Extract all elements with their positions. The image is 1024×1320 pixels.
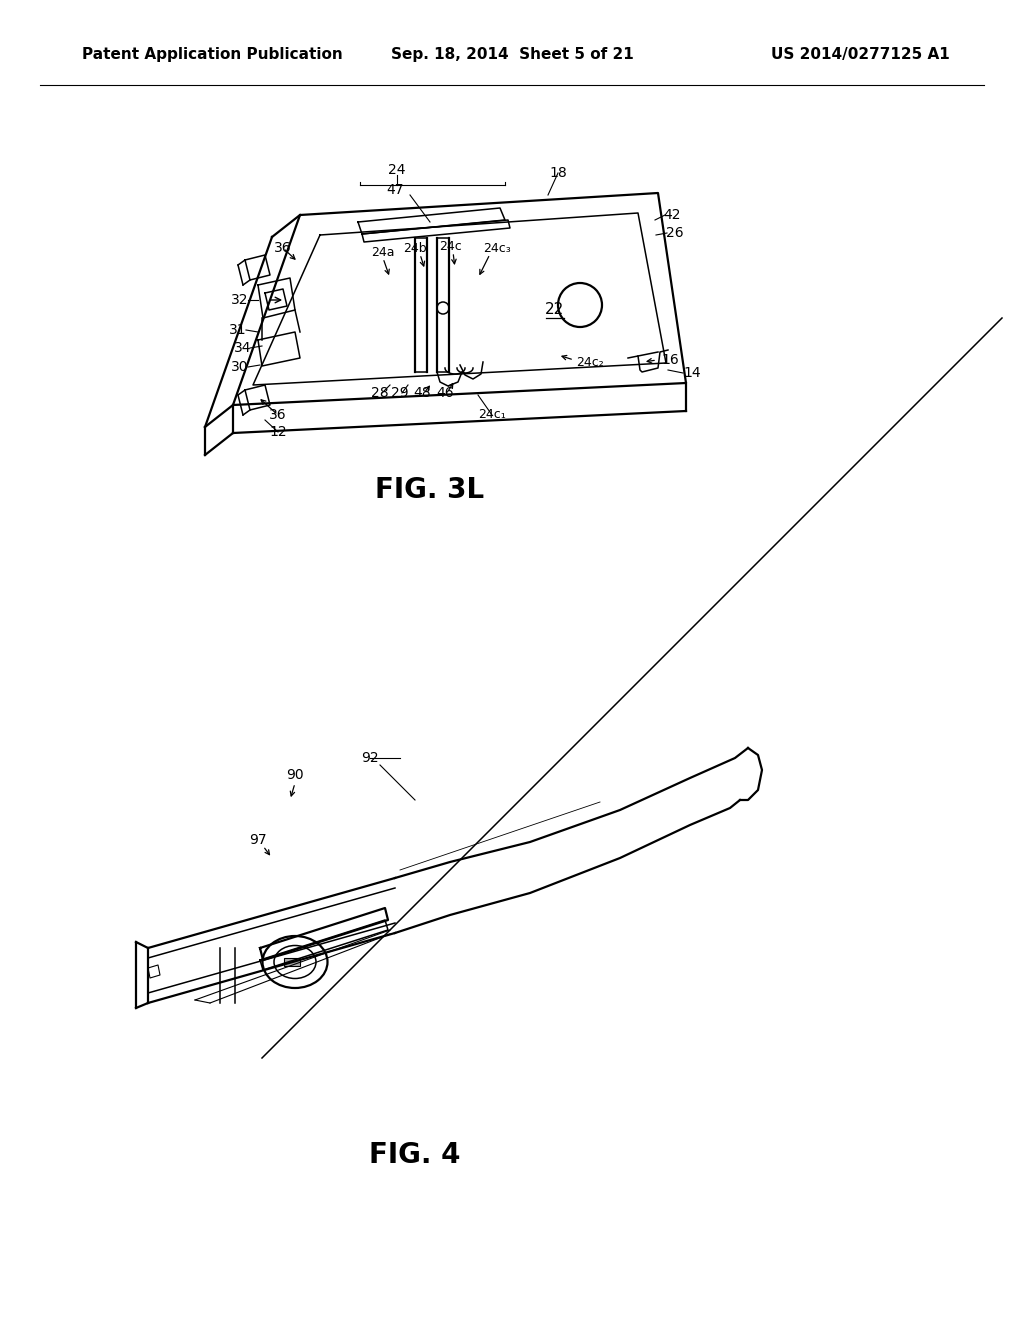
Text: 24c₂: 24c₂ (577, 356, 604, 370)
Text: 46: 46 (436, 385, 454, 400)
Text: 24c₁: 24c₁ (478, 408, 506, 421)
Polygon shape (284, 958, 300, 966)
Text: 24c₃: 24c₃ (483, 242, 511, 255)
Text: 22: 22 (546, 302, 564, 318)
Text: 48: 48 (414, 385, 431, 400)
Text: Patent Application Publication: Patent Application Publication (82, 48, 343, 62)
Text: 47: 47 (386, 183, 403, 197)
Text: 32: 32 (231, 293, 249, 308)
Text: 92: 92 (361, 751, 379, 766)
Text: FIG. 4: FIG. 4 (370, 1140, 461, 1170)
Text: 26: 26 (667, 226, 684, 240)
Text: 24b: 24b (403, 242, 427, 255)
Text: 24c: 24c (438, 239, 462, 252)
Text: 29: 29 (391, 385, 409, 400)
Text: FIG. 3L: FIG. 3L (376, 477, 484, 504)
Text: US 2014/0277125 A1: US 2014/0277125 A1 (771, 48, 950, 62)
Text: 18: 18 (549, 166, 567, 180)
Text: 28: 28 (371, 385, 389, 400)
Text: 14: 14 (683, 366, 700, 380)
Text: 36: 36 (269, 408, 287, 422)
Text: 90: 90 (286, 768, 304, 781)
Text: 31: 31 (229, 323, 247, 337)
Text: 97: 97 (249, 833, 267, 847)
Text: 34: 34 (234, 341, 252, 355)
Text: 36: 36 (274, 242, 292, 255)
Text: 42: 42 (664, 209, 681, 222)
Text: 16: 16 (662, 352, 679, 367)
Text: 24: 24 (388, 162, 406, 177)
Text: Sep. 18, 2014  Sheet 5 of 21: Sep. 18, 2014 Sheet 5 of 21 (390, 48, 634, 62)
Text: 12: 12 (269, 425, 287, 440)
Text: 24a: 24a (372, 246, 394, 259)
Text: 30: 30 (231, 360, 249, 374)
